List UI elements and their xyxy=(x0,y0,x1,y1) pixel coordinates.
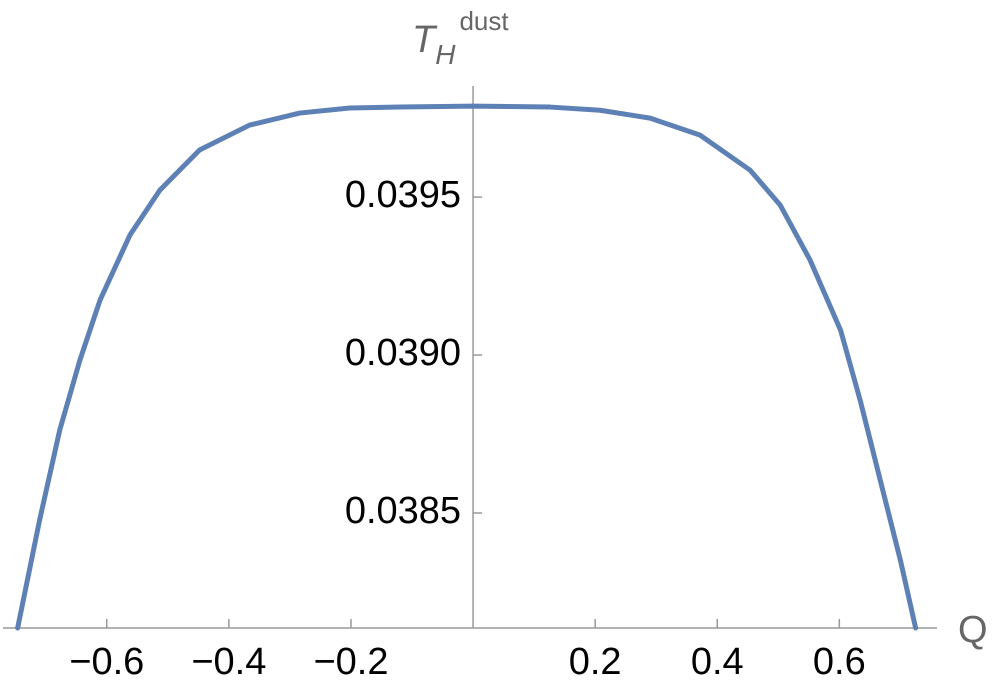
line-series xyxy=(15,103,919,631)
x-axis-label: Q xyxy=(958,609,988,651)
x-tick-label: −0.4 xyxy=(191,641,266,683)
x-tick-label: 0.6 xyxy=(813,641,866,683)
y-tick-label: 0.0390 xyxy=(345,332,461,374)
x-tick-label: −0.2 xyxy=(313,641,388,683)
y-tick-label: 0.0385 xyxy=(345,490,461,532)
y-label-sup: dust xyxy=(459,6,509,36)
x-tick-label: 0.4 xyxy=(691,641,744,683)
y-tick-label: 0.0395 xyxy=(345,174,461,216)
x-tick-label: 0.2 xyxy=(569,641,622,683)
y-label-sub: H xyxy=(435,39,456,70)
x-tick-label: −0.6 xyxy=(69,641,144,683)
y-axis-label: THdust xyxy=(412,6,509,70)
y-label-base: T xyxy=(412,19,438,61)
